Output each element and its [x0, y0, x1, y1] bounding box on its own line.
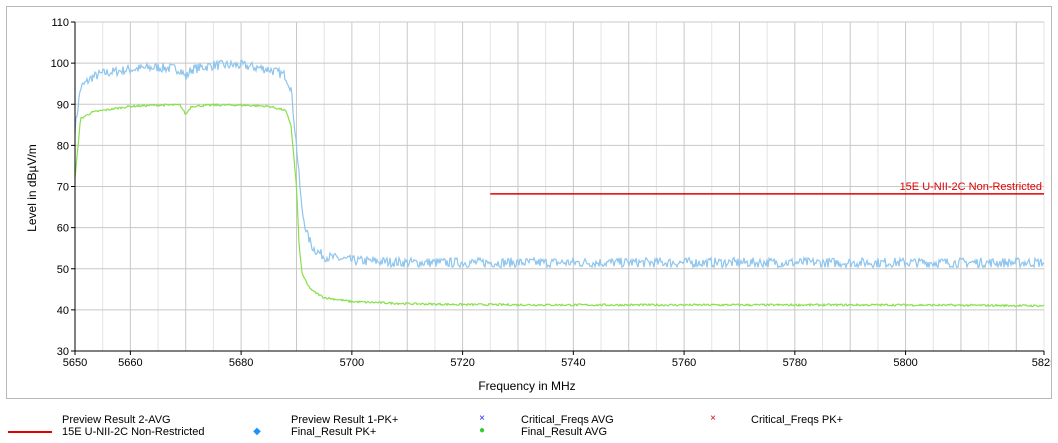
series-line-preview-result-1-pk- [74, 59, 1045, 270]
blue-cross-marker-icon: × [479, 413, 485, 424]
legend-label: Preview Result 2-AVG [62, 414, 171, 426]
chart-plot: 15E U-NII-2C Non-Restricted 30 40 50 60 70 80… [25, 17, 1051, 393]
legend-label: Critical_Freqs PK+ [751, 414, 844, 426]
y-tick-label: 100 [51, 58, 69, 70]
limit-line-label: 15E U-NII-2C Non-Restricted [900, 181, 1042, 193]
y-axis-title: Level in dBµV/m [25, 144, 39, 232]
legend-label: Critical_Freqs AVG [521, 414, 614, 426]
x-tick-label: 5660 [118, 357, 142, 369]
legend-label: Preview Result 1-PK+ [291, 414, 399, 426]
x-tick-label: 5740 [561, 357, 585, 369]
chart-frame: 15E U-NII-2C Non-Restricted 30 40 50 60 70 80… [6, 6, 1052, 399]
legend-label: 15E U-NII-2C Non-Restricted [62, 426, 205, 438]
y-tick-label: 80 [57, 140, 69, 152]
limit-line-swatch-icon [8, 431, 52, 433]
legend-label: Final_Result PK+ [291, 426, 377, 438]
diamond-marker-icon: ◆ [253, 426, 261, 437]
green-dot-marker-icon: ● [478, 425, 486, 436]
legend: Preview Result 2-AVG 15E U-NII-2C Non-Re… [0, 412, 1058, 442]
y-tick-label: 110 [51, 17, 69, 29]
x-tick-label: 5800 [893, 357, 917, 369]
legend-label: Final_Result AVG [521, 426, 608, 438]
grid-lines [74, 21, 1045, 352]
x-tick-label: 5700 [340, 357, 364, 369]
y-tick-label: 90 [57, 99, 69, 111]
x-tick-label: 5760 [672, 357, 696, 369]
x-tick-label: 5680 [229, 357, 253, 369]
y-tick-label: 70 [57, 182, 69, 194]
x-tick-label: 5720 [450, 357, 474, 369]
y-tick-label: 40 [57, 305, 69, 317]
x-axis-title: Frequency in MHz [478, 379, 575, 393]
y-tick-label: 60 [57, 223, 69, 235]
x-tick-label: 5825 [1032, 357, 1051, 369]
x-tick-label: 5650 [63, 357, 87, 369]
series-group [74, 59, 1045, 308]
limit-line-group: 15E U-NII-2C Non-Restricted [490, 181, 1044, 195]
y-tick-label: 50 [57, 264, 69, 276]
red-cross-marker-icon: × [710, 413, 716, 424]
axes: 30 40 50 60 70 80 90 100 110 5650 5660 5680 5700 5720… [51, 17, 1051, 369]
x-tick-label: 5780 [783, 357, 807, 369]
series-line-preview-result-2-avg [74, 103, 1045, 308]
y-tick-label: 30 [57, 346, 69, 358]
